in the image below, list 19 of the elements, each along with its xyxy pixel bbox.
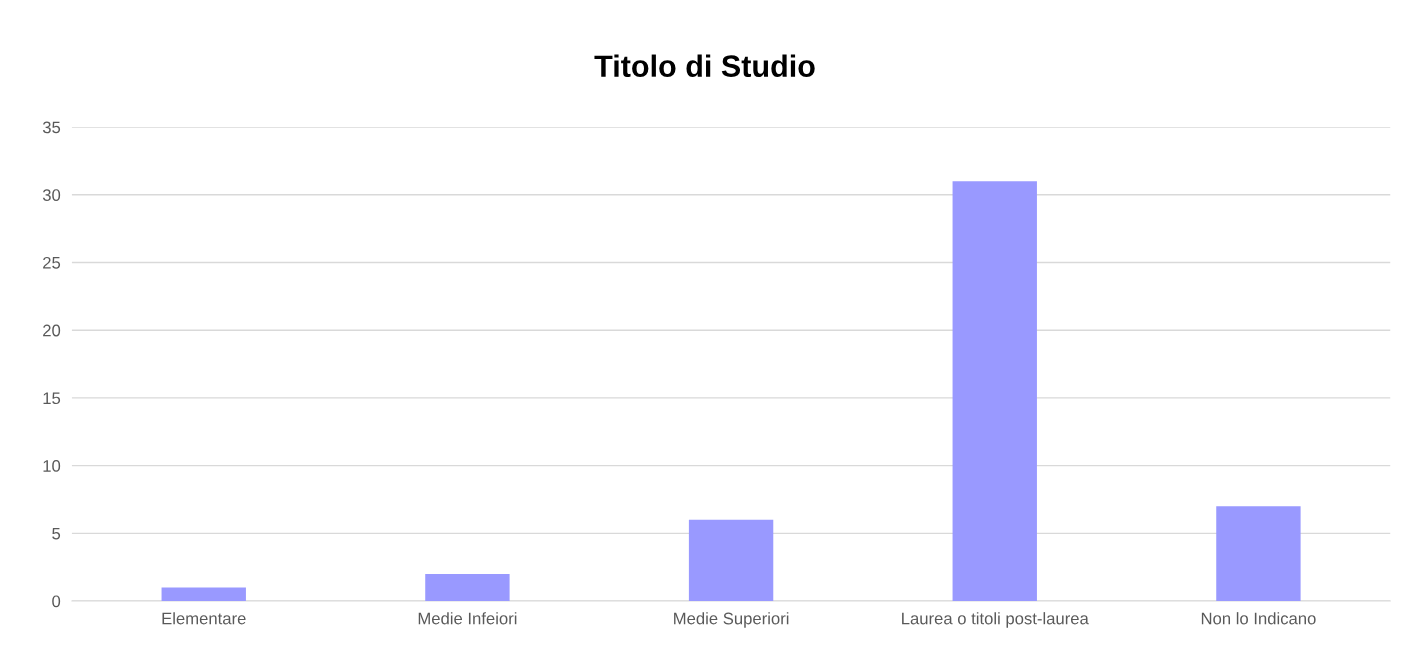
- y-tick-label: 30: [42, 189, 61, 201]
- y-tick-label: 35: [42, 121, 61, 134]
- x-tick-label: Non lo Indicano: [1201, 612, 1316, 625]
- x-tick-label: Medie Superiori: [674, 612, 789, 628]
- y-tick-label: 5: [52, 527, 61, 540]
- y-tick-label: 10: [43, 460, 61, 472]
- y-tick-label: 15: [43, 392, 61, 405]
- y-tick-label: 25: [43, 256, 61, 269]
- bar: [1216, 506, 1301, 602]
- bar: [688, 519, 774, 602]
- y-tick-label: 0: [52, 595, 61, 608]
- x-tick-label: Elementare: [162, 612, 246, 625]
- bar: [952, 181, 1037, 602]
- x-tick-label: Laurea o titoli post-laurea: [902, 612, 1089, 628]
- x-tick-label: Medie Infeiori: [418, 612, 517, 625]
- bar: [425, 573, 510, 602]
- bar: [161, 587, 246, 602]
- chart-title: Titolo di Studio: [594, 54, 815, 77]
- y-tick-label: 20: [43, 324, 61, 337]
